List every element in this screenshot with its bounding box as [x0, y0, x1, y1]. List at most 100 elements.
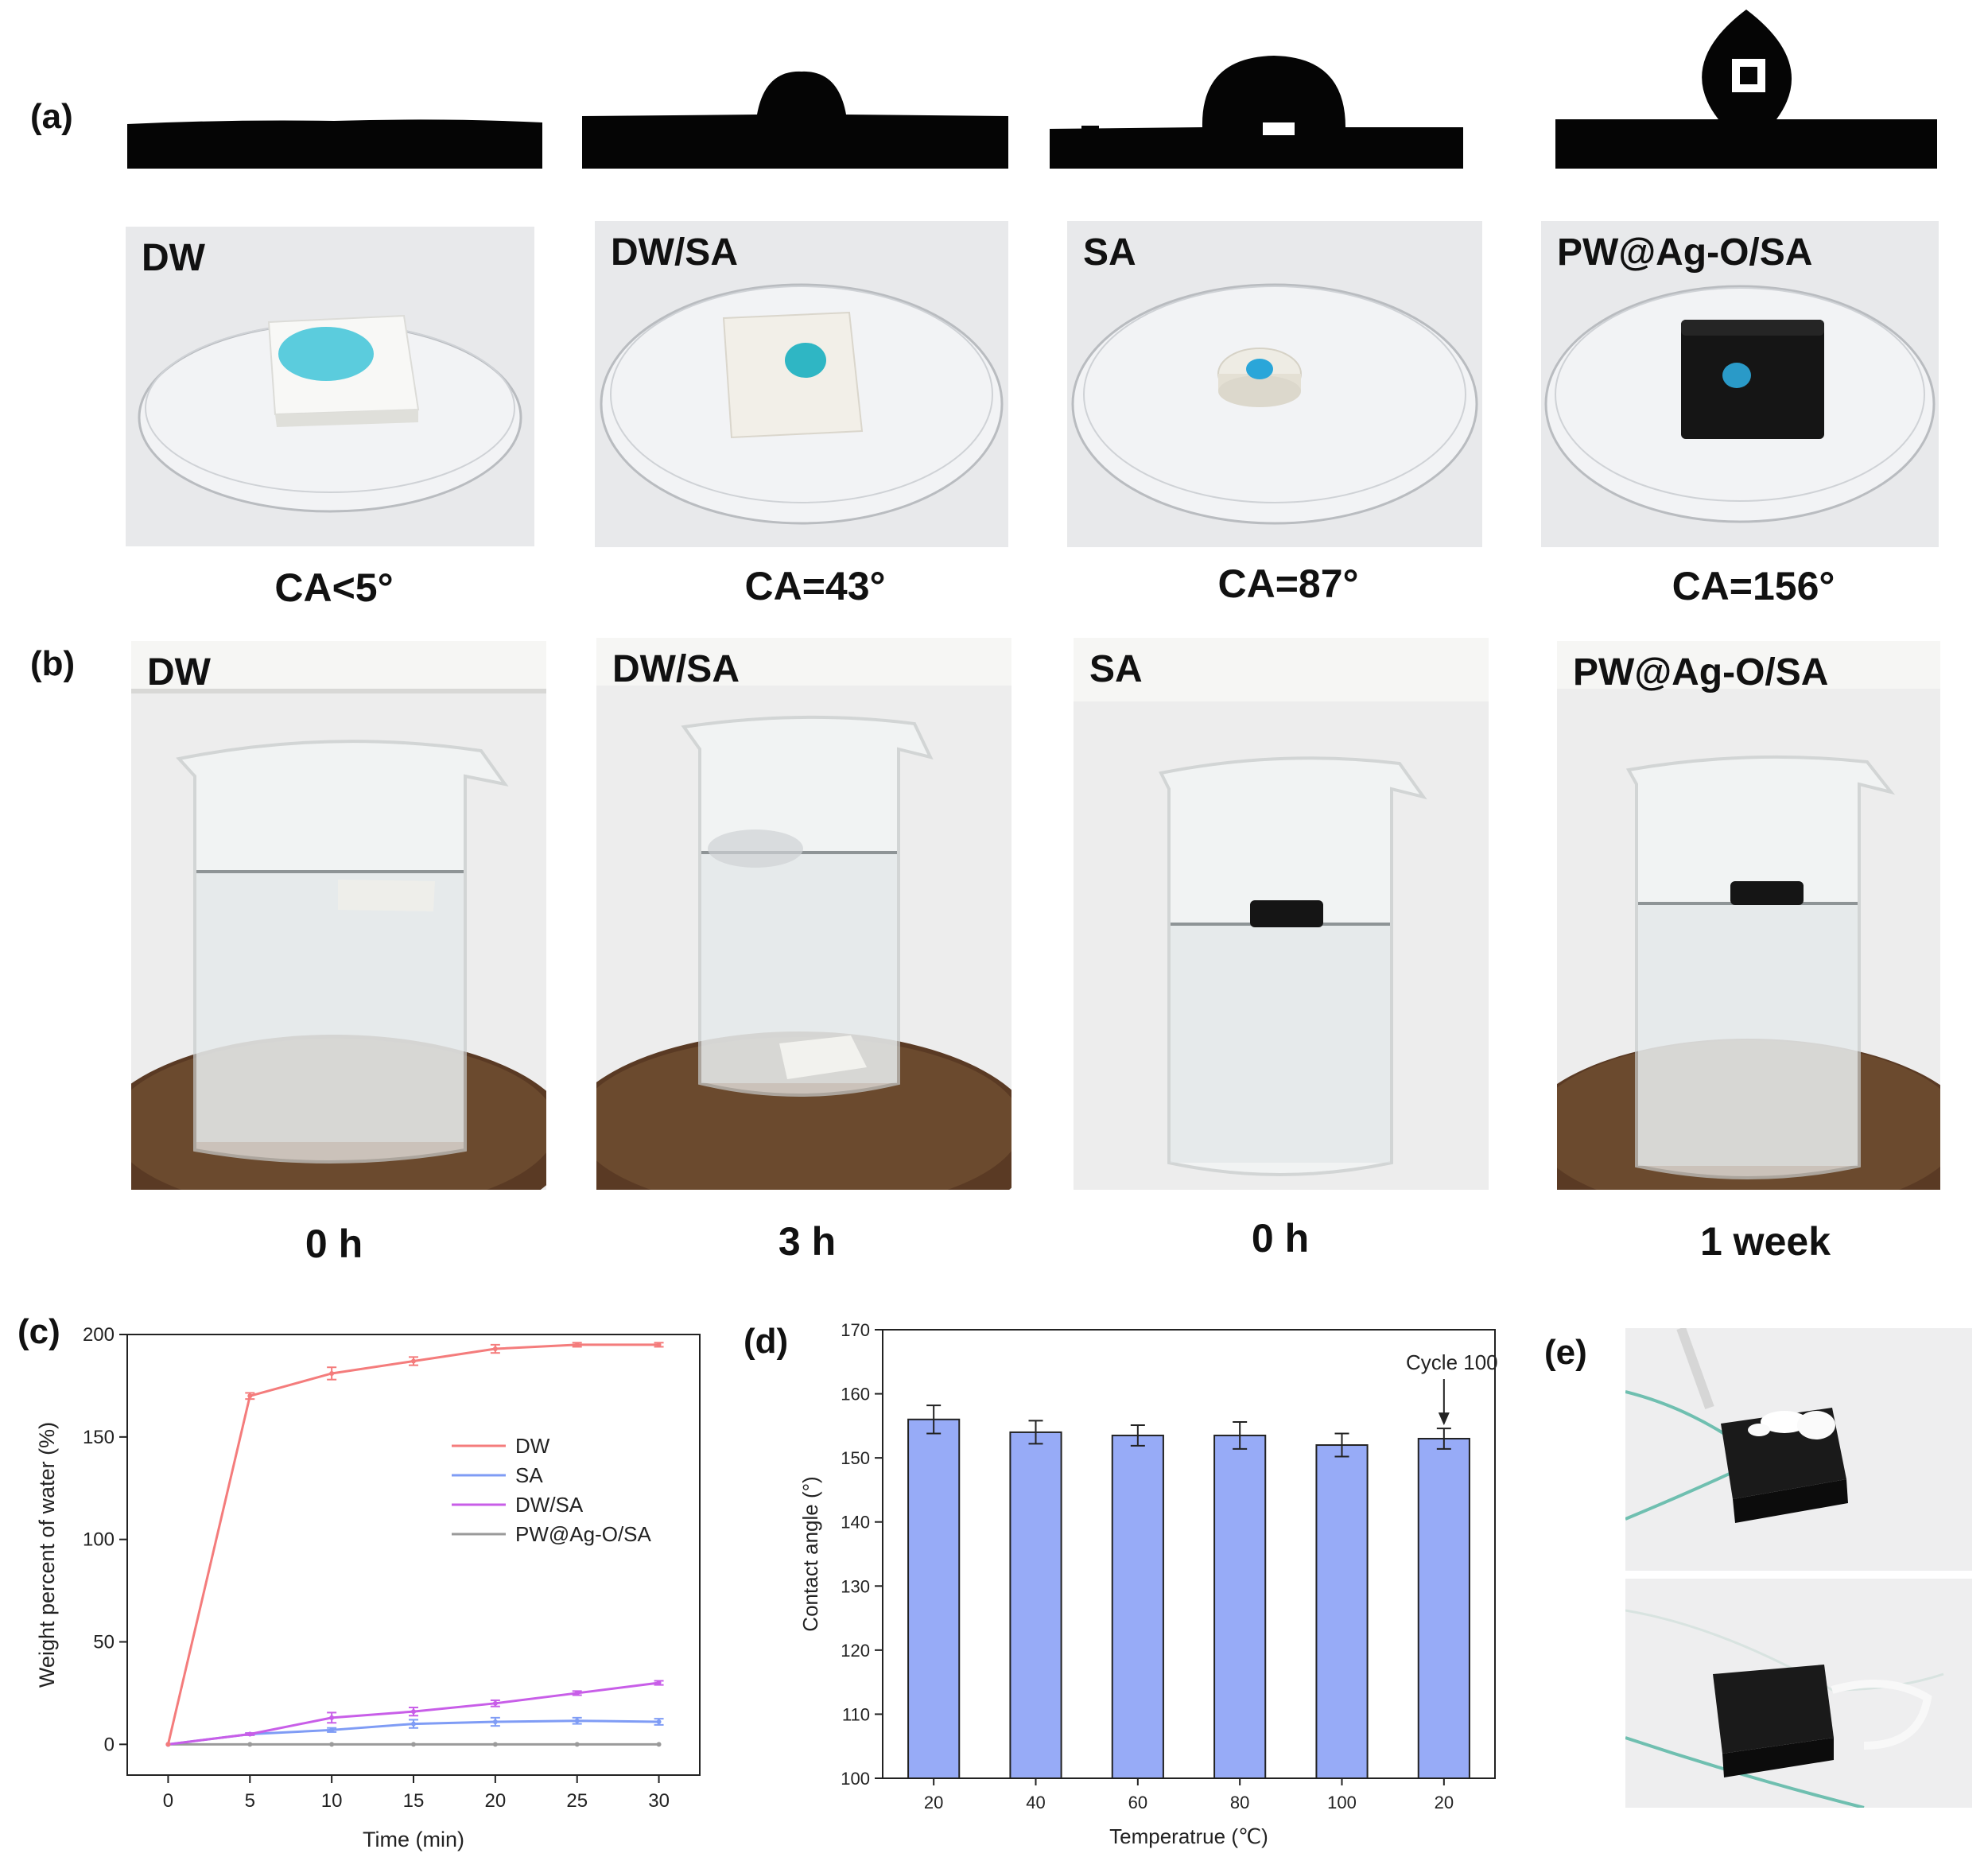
chart-d: 100 110 120 130 140 150 160 170 20 40 60 80 100 20 Tem… [787, 1312, 1503, 1853]
y-tick-label: 120 [841, 1641, 870, 1661]
data-point [656, 1742, 662, 1747]
x-tick-label: 100 [1327, 1793, 1357, 1812]
data-point [656, 1719, 662, 1725]
y-tick-label: 160 [841, 1385, 870, 1404]
droplet-profile-dw-sa [582, 70, 1008, 169]
x-tick-label: 20 [1435, 1793, 1454, 1812]
beaker-label: SA [1089, 648, 1143, 690]
data-point [656, 1680, 662, 1686]
cycle-annotation: Cycle 100 [1406, 1350, 1498, 1374]
data-point [574, 1342, 580, 1347]
data-point [574, 1690, 580, 1696]
petri-photo-pw-ag-o-sa: PW@Ag-O/SA [1541, 221, 1939, 547]
x-tick-label: 5 [245, 1790, 255, 1812]
contact-angle-caption: CA=87° [1217, 561, 1359, 606]
data-point [492, 1719, 498, 1725]
data-point [247, 1742, 253, 1747]
time-caption: 0 h [1251, 1216, 1310, 1261]
photo-e-bottom [1625, 1579, 1972, 1808]
bar [1009, 1431, 1062, 1780]
y-tick-label: 50 [93, 1632, 115, 1653]
x-tick-label: 20 [485, 1790, 507, 1812]
plot-frame [882, 1329, 1496, 1779]
contact-angle-caption: CA<5° [274, 565, 394, 610]
panel-d-label: (d) [744, 1322, 789, 1361]
petri-label: DW/SA [611, 231, 738, 274]
annotation-arrowhead [1438, 1412, 1450, 1426]
bar [1111, 1434, 1164, 1779]
y-tick-label: 200 [83, 1324, 115, 1346]
petri-label: SA [1083, 231, 1136, 274]
x-tick-label: 20 [924, 1793, 943, 1812]
data-point [411, 1742, 416, 1747]
y-tick-label: 130 [841, 1576, 870, 1596]
beaker-photo-dw: DW [131, 641, 546, 1190]
data-point [411, 1721, 416, 1727]
data-point [574, 1742, 580, 1747]
data-point [492, 1742, 498, 1747]
data-point [329, 1727, 335, 1733]
y-tick-label: 0 [104, 1734, 115, 1755]
y-tick-label: 150 [841, 1448, 870, 1468]
x-axis-label: Temperatrue (℃) [1109, 1824, 1268, 1848]
y-axis-label: Contact angle (°) [798, 1476, 822, 1631]
legend-entry: DW/SA [515, 1493, 584, 1517]
data-point [247, 1393, 253, 1399]
data-point [574, 1718, 580, 1723]
x-tick-label: 80 [1230, 1793, 1249, 1812]
x-tick-label: 60 [1128, 1793, 1147, 1812]
y-tick-label: 140 [841, 1513, 870, 1533]
x-tick-label: 15 [403, 1790, 425, 1812]
legend-entry: SA [515, 1463, 543, 1487]
contact-angle-caption: CA=43° [744, 564, 886, 608]
x-tick-label: 40 [1026, 1793, 1045, 1812]
data-point [411, 1709, 416, 1715]
y-tick-label: 100 [841, 1769, 870, 1789]
x-axis-label: Time (min) [363, 1828, 464, 1851]
y-tick-label: 170 [841, 1320, 870, 1340]
droplet-profile-dw [127, 95, 542, 169]
data-point [492, 1346, 498, 1352]
beaker-label: PW@Ag-O/SA [1573, 651, 1829, 693]
x-tick-label: 0 [163, 1790, 173, 1812]
y-tick-label: 150 [83, 1427, 115, 1448]
panel-b-label: (b) [30, 644, 76, 683]
y-tick-label: 100 [83, 1529, 115, 1551]
petri-label: PW@Ag-O/SA [1557, 231, 1813, 274]
time-caption: 0 h [305, 1222, 363, 1266]
droplet-profile-pw-ag-o-sa [1555, 8, 1937, 169]
beaker-photo-pw-ag-o-sa: PW@Ag-O/SA [1557, 641, 1940, 1190]
time-caption: 1 week [1699, 1219, 1831, 1264]
data-point [492, 1700, 498, 1706]
data-point [656, 1342, 662, 1347]
legend-entry: DW [515, 1434, 550, 1458]
data-point [165, 1742, 171, 1747]
bar [1315, 1444, 1369, 1779]
y-tick-label: 110 [842, 1704, 870, 1724]
bar [1213, 1434, 1267, 1779]
y-axis-label: Weight percent of water (%) [35, 1422, 59, 1688]
chart-c-svg: 0 5 10 15 20 25 30 0 50 100 150 200 Time (min) Weight… [35, 1324, 701, 1851]
petri-photo-dw: DW [126, 227, 534, 546]
beaker-photo-sa: SA [1074, 638, 1489, 1190]
chart-c: 0 5 10 15 20 25 30 0 50 100 150 200 Time (min) Weight… [32, 1312, 716, 1853]
data-point [329, 1742, 335, 1747]
beaker-label: DW/SA [612, 648, 740, 690]
data-point [329, 1370, 335, 1376]
contact-angle-caption: CA=156° [1672, 564, 1835, 608]
photo-e-top [1625, 1328, 1972, 1571]
petri-label: DW [142, 237, 205, 279]
legend-entry: PW@Ag-O/SA [515, 1522, 652, 1546]
bar [907, 1418, 961, 1780]
x-tick-label: 25 [566, 1790, 588, 1812]
bar [1417, 1437, 1470, 1779]
time-caption: 3 h [778, 1219, 837, 1264]
data-point [329, 1715, 335, 1720]
data-point [411, 1358, 416, 1364]
chart-d-svg: 100 110 120 130 140 150 160 170 20 40 60 80 100 20 Tem… [798, 1320, 1498, 1848]
panel-c-label: (c) [17, 1312, 60, 1351]
petri-photo-sa: SA [1067, 221, 1482, 547]
panel-a-label: (a) [30, 97, 73, 136]
x-tick-label: 10 [321, 1790, 343, 1812]
beaker-photo-dw-sa: DW/SA [596, 638, 1011, 1190]
